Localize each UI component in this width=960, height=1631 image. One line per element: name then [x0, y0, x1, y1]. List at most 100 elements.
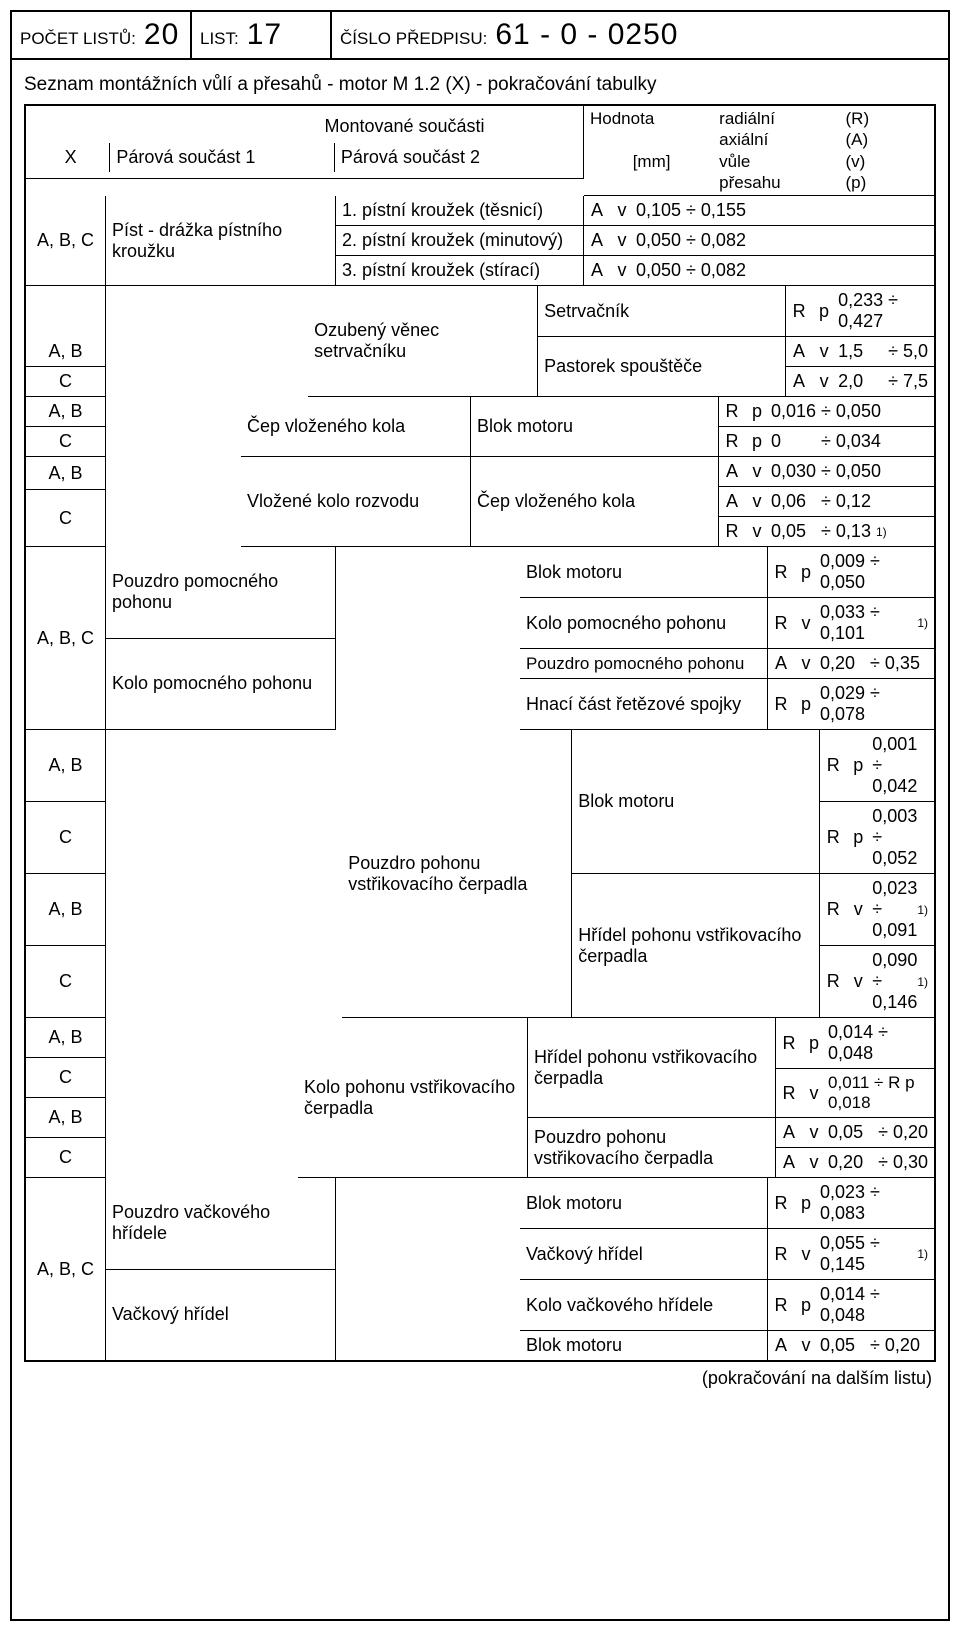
table-row: A, B, C Píst - drážka pístního kroužku 1… — [26, 196, 934, 286]
x-cell: C — [26, 802, 106, 874]
val-v: p — [794, 547, 818, 598]
p2-cell: 1. pístní kroužek (těsnicí) — [336, 196, 584, 226]
p2-cell: Pouzdro pohonu vstřikovacího čerpadla — [528, 1118, 776, 1178]
pocet-listu-cell: POČET LISTŮ: 20 — [12, 12, 192, 58]
p2-cell: Čep vloženého kola — [471, 457, 719, 547]
radial-code: (R) — [846, 108, 929, 129]
x-cell: C — [26, 946, 106, 1018]
table-row: A, B C Čep vloženého kola Blok motoru R … — [26, 397, 934, 457]
val-v: v — [802, 1118, 826, 1148]
val-range: 0,023 ÷ 0,091 1) — [870, 874, 934, 946]
val-v: v — [802, 1148, 826, 1178]
x-cell: A, B, C — [26, 1178, 106, 1360]
par1-header: Párová součást 1 — [110, 143, 335, 172]
p1-cell: Kolo pohonu vstřikovacího čerpadla — [298, 1018, 528, 1178]
hodnota-header: Hodnota radiální (R) axiální (A) [mm] vů… — [584, 106, 934, 196]
document-body: Seznam montážních vůlí a přesahů - motor… — [12, 60, 948, 1619]
radial-label: radiální — [719, 108, 839, 129]
clearances-table: Montované součásti X Párová součást 1 Pá… — [24, 104, 936, 1362]
x-cell: A, B — [26, 1018, 106, 1058]
val-r: R — [768, 598, 794, 649]
val-range: 0,030 ÷ 0,050 — [769, 457, 934, 487]
val-range: 1,5 ÷ 5,0 — [836, 337, 934, 367]
val-r: A — [786, 367, 812, 397]
val-r: R — [719, 517, 745, 547]
document-title: Seznam montážních vůlí a přesahů - motor… — [24, 74, 936, 96]
val-v: v — [794, 649, 818, 679]
val-range: 0,033 ÷ 0,101 1) — [818, 598, 934, 649]
val-v: v — [846, 874, 870, 946]
val-r: R — [768, 1280, 794, 1331]
val-v: v — [610, 226, 634, 256]
val-range: 2,0 ÷ 7,5 — [836, 367, 934, 397]
p1-cell: Ozubený věnec setrvačníku — [308, 286, 538, 397]
p2-cell: Hřídel pohonu vstřikovacího čerpadla — [572, 874, 820, 1018]
val-r: R — [719, 397, 745, 427]
x-cell: A, B — [26, 397, 106, 427]
val-v: p — [812, 286, 836, 337]
val-range: 0 ÷ 0,034 — [769, 427, 934, 457]
p2-cell: Blok motoru — [520, 547, 768, 598]
val-v: p — [794, 1178, 818, 1229]
val-range: 0,05 ÷ 0,13 1) — [769, 517, 934, 547]
x-cell: C — [26, 490, 106, 547]
p1-cell: Pouzdro pohonu vstřikovacího čerpadla — [342, 730, 572, 1018]
x-cell: A, B — [26, 337, 106, 367]
val-range: 0,001 ÷ 0,042 — [870, 730, 934, 802]
p2-cell: 3. pístní kroužek (stírací) — [336, 256, 584, 286]
vule-code: (v) — [846, 151, 929, 172]
val-v: v — [794, 1331, 818, 1360]
list-value: 17 — [247, 18, 282, 52]
p1-cell: Pouzdro vačkového hřídele — [106, 1178, 336, 1270]
axial-label: axiální — [719, 129, 839, 150]
pocet-listu-value: 20 — [144, 18, 179, 52]
val-r: A — [719, 487, 745, 517]
p1-cell: Pouzdro pomocného pohonu — [106, 547, 336, 639]
val-v: p — [794, 1280, 818, 1331]
val-range: 0,05 ÷ 0,20 — [818, 1331, 934, 1360]
val-v: v — [802, 1069, 826, 1118]
val-range: 0,009 ÷ 0,050 — [818, 547, 934, 598]
table-row: A, B C Ozubený věnec setrvačníku Setrvač… — [26, 286, 934, 397]
x-cell: C — [26, 367, 106, 397]
p1-cell: Vložené kolo rozvodu — [241, 457, 471, 547]
p2-cell: Blok motoru — [520, 1331, 768, 1360]
val-r: A — [786, 337, 812, 367]
val-r: A — [776, 1118, 802, 1148]
val-r: A — [719, 457, 745, 487]
val-r: A — [776, 1148, 802, 1178]
vule-label: vůle — [719, 151, 839, 172]
val-r: R — [719, 427, 745, 457]
val-range: 0,20 ÷ 0,35 — [818, 649, 934, 679]
p2-cell: Pouzdro pomocného pohonu — [520, 649, 768, 679]
val-r: R — [776, 1018, 802, 1069]
val-range: 0,023 ÷ 0,083 — [818, 1178, 934, 1229]
x-cell: A, B — [26, 730, 106, 802]
p1-cell: Čep vloženého kola — [241, 397, 471, 457]
val-r: R — [768, 1229, 794, 1280]
p1-cell: Kolo pomocného pohonu — [106, 639, 336, 731]
val-range: 0,003 ÷ 0,052 — [870, 802, 934, 874]
table-row: A, B C A, B C Kolo pohonu vstřikovacího … — [26, 1018, 934, 1178]
val-v: p — [846, 730, 870, 802]
hodnota-label: Hodnota — [590, 108, 713, 129]
table-row: A, B, C Pouzdro pomocného pohonu Kolo po… — [26, 547, 934, 730]
val-range: 0,050 ÷ 0,082 — [634, 226, 934, 256]
cislo-cell: ČÍSLO PŘEDPISU: 61 - 0 - 0250 — [332, 12, 948, 58]
val-v: v — [794, 598, 818, 649]
val-r: R — [820, 730, 846, 802]
val-range: 0,20 ÷ 0,30 — [826, 1148, 934, 1178]
val-v: v — [745, 517, 769, 547]
val-v: v — [846, 946, 870, 1018]
x-cell: C — [26, 1138, 106, 1178]
mm-label: [mm] — [590, 151, 713, 172]
x-header: X — [32, 143, 110, 172]
montovane-header: Montované součásti X Párová součást 1 Pá… — [26, 106, 584, 179]
x-cell: A, B — [26, 457, 106, 490]
val-r: A — [768, 649, 794, 679]
p1-cell: Vačkový hřídel — [106, 1270, 336, 1361]
val-r: A — [768, 1331, 794, 1360]
val-v: v — [610, 196, 634, 226]
val-range: 0,050 ÷ 0,082 — [634, 256, 934, 286]
val-range: 0,090 ÷ 0,146 1) — [870, 946, 934, 1018]
